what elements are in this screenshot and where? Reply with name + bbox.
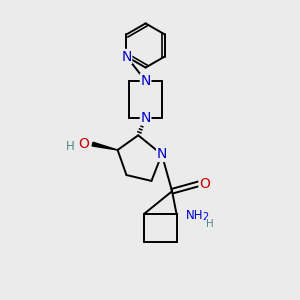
Text: O: O — [78, 137, 89, 151]
Text: O: O — [199, 177, 210, 191]
Polygon shape — [92, 142, 118, 150]
Text: N: N — [140, 111, 151, 124]
Text: H: H — [206, 219, 214, 229]
Text: N: N — [140, 74, 151, 88]
Text: N: N — [121, 50, 132, 64]
Text: NH: NH — [186, 209, 203, 222]
Text: N: N — [157, 147, 167, 161]
Text: 2: 2 — [202, 212, 208, 221]
Text: H: H — [66, 140, 75, 153]
